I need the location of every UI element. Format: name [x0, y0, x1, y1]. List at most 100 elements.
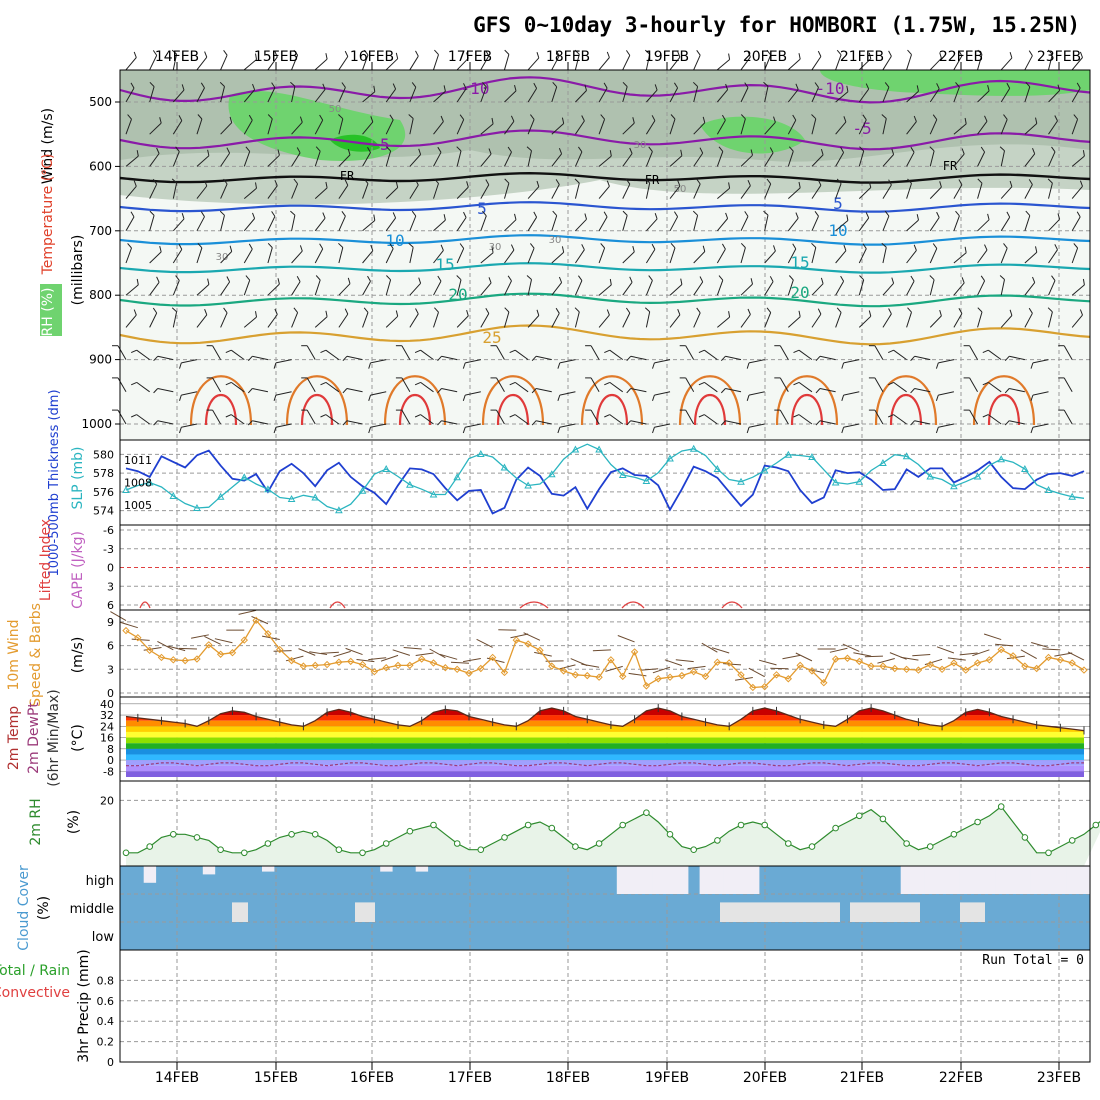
wind10m-barb	[510, 633, 529, 639]
wind-barb-flag	[386, 146, 391, 152]
wind-barb	[1000, 248, 1008, 264]
cloud-high-clear	[640, 866, 653, 894]
wind-barb-flag	[507, 146, 512, 153]
wind-barb-flag	[504, 307, 510, 313]
wind-barb-flag	[462, 362, 466, 369]
wind-barb-flag	[625, 178, 631, 185]
wind-barb	[370, 359, 387, 364]
wind-barb-flag	[728, 182, 731, 189]
wind-barb	[843, 391, 860, 396]
wind-barb-flag	[820, 148, 824, 156]
wind-barb-flag	[127, 243, 132, 249]
wind-barb-flag	[415, 179, 419, 186]
wind-barb-flag	[987, 213, 990, 220]
wind10m-speed-point	[843, 654, 852, 662]
wind10m-speed-point	[1044, 653, 1053, 662]
cloud-high-clear	[616, 866, 630, 894]
wind-barb	[527, 216, 538, 232]
wind-barb	[1024, 251, 1038, 264]
rh2m-point	[501, 834, 508, 841]
wind-barb-flag	[574, 49, 580, 55]
wind-barb	[172, 182, 178, 199]
wind-barb-flag	[1006, 211, 1011, 218]
wind-barb	[220, 54, 228, 71]
wind-barb-flag	[347, 277, 351, 284]
wind-barb	[220, 183, 228, 199]
wind-barb	[988, 381, 1002, 393]
isotherm-35-hump	[300, 394, 334, 426]
wind-barb-flag	[865, 212, 870, 219]
cloud-level-label: middle	[70, 902, 114, 917]
wind-barb-flag	[744, 82, 749, 88]
wind-barb-flag	[342, 388, 348, 394]
wind-barb	[1024, 55, 1033, 71]
wind-barb	[1000, 119, 1008, 135]
wind-barb	[314, 151, 321, 167]
wind-barb	[420, 349, 434, 361]
wind-barb-flag	[841, 427, 845, 434]
wind-barb	[1009, 420, 1025, 425]
wind-barb-flag	[936, 211, 940, 218]
wind-barb-flag	[1082, 278, 1085, 285]
wind-barb	[748, 423, 765, 428]
wind-barb	[645, 151, 653, 167]
slp-point	[287, 494, 296, 502]
slp-point	[406, 480, 414, 488]
wind-barb	[645, 311, 651, 328]
wind-barb-flag	[626, 388, 632, 394]
rh2m-point	[926, 843, 934, 850]
wind-barb-flag	[670, 242, 676, 249]
wind-barb	[622, 86, 628, 103]
pressure-tick-label: 600	[89, 159, 112, 173]
wind-barb	[725, 420, 742, 425]
wind10m-speed-point	[335, 658, 343, 666]
wind-barb	[574, 280, 583, 296]
wind-barb	[1009, 355, 1025, 361]
wind-barb-flag	[531, 388, 537, 394]
slp-tick-label: 1005	[124, 499, 152, 512]
wind-barb-flag	[881, 114, 887, 119]
wind-barb-flag	[740, 242, 746, 248]
wind-barb-flag	[338, 242, 344, 248]
wind-barb-flag	[344, 179, 349, 186]
wind-barb-flag	[290, 210, 296, 216]
wind-barb-flag	[841, 394, 845, 401]
wind-barb	[609, 381, 624, 393]
wind-barb-flag	[229, 116, 233, 123]
wind-barb	[559, 391, 576, 396]
wind10m-speed-point	[855, 657, 863, 666]
rh2m-units: (%)	[66, 810, 82, 834]
wind-barb	[953, 215, 960, 231]
wind-barb	[906, 90, 919, 103]
wind-barb	[172, 218, 185, 232]
date-label-bottom: 16FEB	[350, 1070, 394, 1086]
cloud-label: Cloud Cover	[16, 865, 32, 951]
wind-barb-flag	[977, 307, 983, 313]
wind-barb	[362, 152, 371, 167]
wind10m-speed-point	[1021, 662, 1029, 670]
li-tick-label: 3	[107, 580, 114, 593]
rh2m-point	[879, 815, 887, 823]
wind-barb	[764, 214, 769, 231]
wind10m-barb	[368, 657, 387, 661]
wind-barb-flag	[843, 116, 847, 123]
slp-point	[997, 455, 1006, 463]
pressure-tick-label: 800	[89, 288, 112, 302]
wind-barb	[858, 217, 870, 232]
wind-barb-flag	[652, 427, 655, 434]
rh-contour-label: 30	[634, 140, 647, 151]
wind-barb	[149, 312, 158, 328]
wind-barb-flag	[698, 381, 705, 386]
wind-barb-flag	[622, 81, 628, 87]
wind-barb	[401, 377, 411, 393]
wind-barb-flag	[652, 394, 655, 401]
wind10m-barb	[204, 635, 221, 645]
wind-barb-flag	[247, 388, 253, 394]
wind-barb	[535, 355, 552, 361]
wind-barb	[748, 391, 765, 396]
li-tick-label: 6	[107, 599, 114, 612]
wind-barb	[819, 388, 836, 393]
wind-barb	[125, 119, 132, 135]
wind-barb	[433, 183, 439, 199]
wind-barb	[362, 220, 376, 232]
